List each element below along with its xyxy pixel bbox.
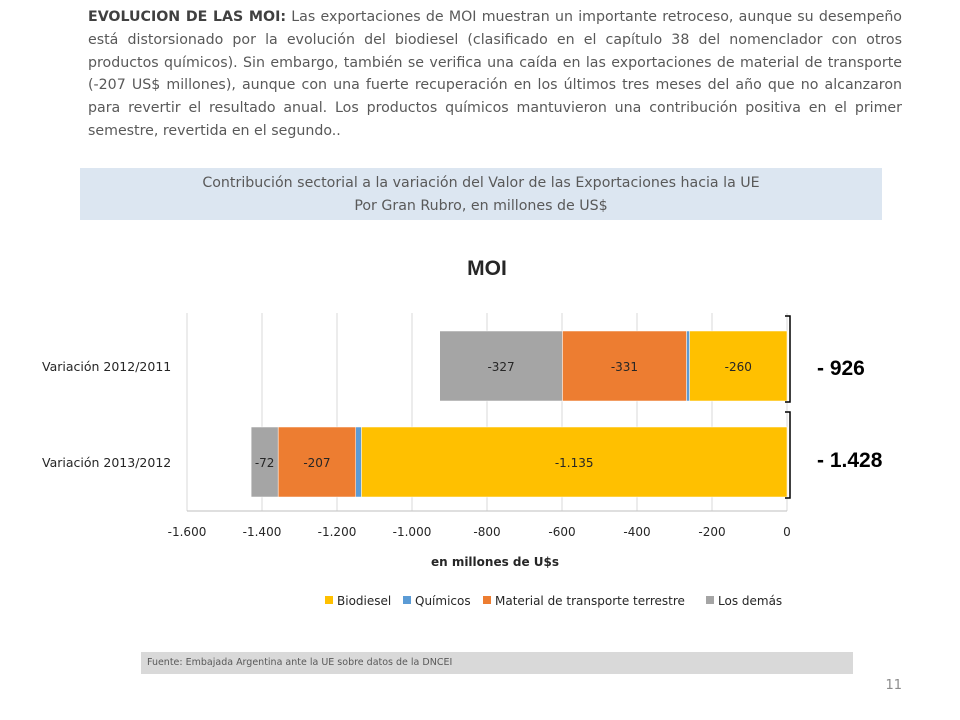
x-tick-label: -1.400 [243, 525, 282, 539]
bar-segment [361, 426, 788, 498]
total-bracket [785, 411, 791, 499]
data-label: -72 [255, 456, 275, 470]
x-tick-label: -200 [698, 525, 725, 539]
chart-title: MOI [467, 257, 507, 280]
total-label: - 1.428 [817, 449, 883, 472]
legend-swatch [325, 596, 333, 604]
x-tick-label: -400 [623, 525, 650, 539]
total-label: - 926 [817, 357, 865, 380]
bar-segment [277, 426, 356, 498]
legend-label: Biodiesel [337, 594, 391, 608]
x-tick-label: -1.200 [318, 525, 357, 539]
legend-label: Material de transporte terrestre [495, 594, 685, 608]
category-label: Variación 2013/2012 [42, 455, 171, 470]
x-axis-label: en millones de U$s [431, 555, 559, 569]
bar-segment [355, 426, 362, 498]
legend-swatch [483, 596, 491, 604]
legend-label: Químicos [415, 594, 471, 608]
bar-segment [686, 330, 690, 402]
total-bracket [785, 315, 791, 403]
legend-swatch [403, 596, 411, 604]
data-label: -260 [725, 360, 752, 374]
page-number: 11 [885, 678, 902, 693]
data-label: -331 [611, 360, 638, 374]
x-tick-label: -1.000 [393, 525, 432, 539]
moi-chart: MOI -1.600 -1.400 -1.200 -1.000 -800 -600 -400 -… [42, 257, 883, 608]
x-tick-label: 0 [783, 525, 791, 539]
bar-segment [562, 330, 687, 402]
data-label: -1.135 [555, 456, 594, 470]
paragraph-body: Las exportaciones de MOI muestran un imp… [88, 9, 902, 139]
x-tick-label: -600 [548, 525, 575, 539]
banner-line-2: Por Gran Rubro, en millones de US$ [354, 198, 608, 214]
source-note: Fuente: Embajada Argentina ante la UE so… [141, 652, 853, 674]
x-tick-label: -1.600 [168, 525, 207, 539]
data-label: -327 [487, 360, 514, 374]
legend-swatch [706, 596, 714, 604]
bar-segment [689, 330, 788, 402]
data-label: -207 [303, 456, 330, 470]
category-label: Variación 2012/2011 [42, 359, 171, 374]
chart-caption-banner: Contribución sectorial a la variación de… [80, 168, 882, 220]
legend-label: Los demás [718, 594, 782, 608]
bar-segment [439, 330, 563, 402]
banner-line-1: Contribución sectorial a la variación de… [202, 175, 760, 191]
intro-paragraph: EVOLUCION DE LAS MOI: Las exportaciones … [88, 6, 902, 143]
bar-segment [250, 426, 279, 498]
x-tick-label: -800 [473, 525, 500, 539]
paragraph-heading: EVOLUCION DE LAS MOI: [88, 9, 287, 25]
